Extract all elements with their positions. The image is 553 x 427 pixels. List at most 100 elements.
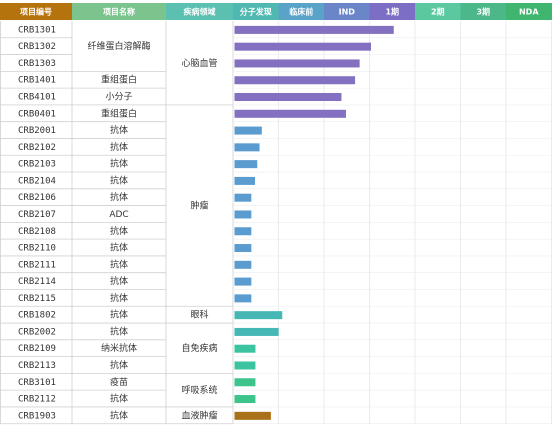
project-name: ADC (109, 210, 128, 220)
project-code: CRB1301 (18, 25, 56, 35)
progress-bars (234, 25, 394, 420)
project-name: 重组蛋白 (101, 107, 137, 119)
project-code: CRB2108 (18, 227, 56, 237)
phase-label: 2期 (431, 7, 445, 17)
header-label-area: 疾病领域 (184, 7, 216, 17)
project-name: 抗体 (110, 275, 128, 287)
project-code: CRB1303 (18, 59, 56, 69)
phase-label: 3期 (476, 7, 490, 17)
project-name: 抗体 (110, 141, 128, 153)
table-rows: CRB1301 CRB1302 CRB1303 CRB1401 重组蛋白 CRB4101 小… (0, 25, 552, 425)
progress-bar (234, 193, 252, 202)
phase-label: 临床前 (289, 7, 313, 17)
progress-bar (234, 411, 271, 420)
project-code: CRB1903 (18, 411, 56, 421)
project-name: 抗体 (110, 124, 128, 136)
disease-area: 眼科 (190, 309, 208, 321)
project-name: 纳米抗体 (101, 342, 137, 354)
progress-bar (234, 260, 252, 269)
progress-bar (234, 327, 279, 336)
header-cell-phase (460, 3, 507, 20)
project-code: CRB2115 (18, 294, 56, 304)
project-code: CRB2112 (18, 395, 56, 405)
progress-bar (234, 42, 371, 51)
progress-bar (234, 76, 356, 85)
header-cell-phase (278, 3, 325, 20)
project-name: 抗体 (110, 393, 128, 405)
header-cell-phase (369, 3, 416, 20)
project-name: 小分子 (105, 92, 132, 103)
progress-bar (234, 93, 342, 102)
project-code: CRB2111 (18, 260, 56, 270)
project-name: 抗体 (110, 191, 128, 203)
progress-bar (234, 244, 252, 253)
project-code: CRB1401 (18, 76, 56, 86)
header-cell-area (166, 3, 233, 20)
disease-area: 呼吸系统 (181, 384, 217, 396)
disease-area: 自免疾病 (181, 342, 217, 354)
header-cell-phase (415, 3, 461, 20)
project-name: 重组蛋白 (101, 74, 137, 86)
progress-bar (234, 143, 260, 152)
header-row: 项目编号 项目名称 疾病领域 分子发现 临床前 IND 1期 2期 3期 NDA (0, 3, 552, 20)
progress-bar (234, 294, 252, 303)
project-code: CRB1802 (18, 311, 56, 321)
project-code: CRB2107 (18, 210, 56, 220)
project-name: 抗体 (110, 225, 128, 237)
header-cell-phase (233, 3, 279, 20)
project-name-merged: 纤维蛋白溶解酶 (87, 40, 150, 52)
progress-bar (234, 311, 283, 320)
phase-label: NDA (519, 8, 539, 17)
project-code: CRB2001 (18, 126, 56, 136)
progress-bar (234, 126, 262, 135)
project-name: 抗体 (110, 158, 128, 170)
project-name: 抗体 (110, 292, 128, 304)
phase-label: IND (339, 8, 356, 17)
project-name: 抗体 (110, 242, 128, 254)
project-code: CRB3101 (18, 378, 56, 388)
header-label-code: 项目编号 (20, 7, 52, 17)
progress-bar (234, 395, 256, 404)
phase-label: 分子发现 (240, 7, 272, 17)
disease-area: 肿瘤 (190, 200, 208, 212)
header-cell-name (72, 3, 166, 20)
project-name: 抗体 (110, 174, 128, 186)
header-cell-code (0, 3, 72, 20)
project-code: CRB0401 (18, 109, 56, 119)
disease-area: 心脑血管 (181, 57, 217, 69)
phase-label: 1期 (385, 7, 399, 17)
header-cell-phase (324, 3, 370, 20)
progress-bar (234, 176, 255, 185)
project-name: 抗体 (110, 258, 128, 270)
project-code: CRB4101 (18, 93, 56, 103)
progress-bar (234, 59, 360, 68)
project-code: CRB1302 (18, 42, 56, 52)
progress-bar (234, 378, 256, 387)
project-code: CRB2114 (18, 277, 56, 287)
progress-bar (234, 25, 394, 34)
project-code: CRB2106 (18, 193, 56, 203)
header-label-name: 项目名称 (103, 7, 135, 17)
project-name: 抗体 (110, 359, 128, 371)
project-name: 疫苗 (110, 376, 128, 388)
project-code: CRB2104 (18, 176, 56, 186)
progress-bar (234, 277, 252, 286)
project-name: 抗体 (110, 325, 128, 337)
project-name: 抗体 (110, 309, 128, 321)
progress-bar (234, 160, 258, 169)
progress-bar (234, 109, 346, 118)
progress-bar (234, 361, 256, 370)
project-code: CRB2002 (18, 327, 56, 337)
progress-bar (234, 210, 252, 219)
project-code: CRB2110 (18, 244, 56, 254)
project-code: CRB2103 (18, 160, 56, 170)
project-code: CRB2102 (18, 143, 56, 153)
header-cell-phase (506, 3, 552, 20)
progress-bar (234, 344, 256, 353)
project-code: CRB2113 (18, 361, 56, 371)
project-name: 抗体 (110, 409, 128, 421)
project-code: CRB2109 (18, 344, 56, 354)
disease-area: 血液肿瘤 (181, 409, 217, 421)
